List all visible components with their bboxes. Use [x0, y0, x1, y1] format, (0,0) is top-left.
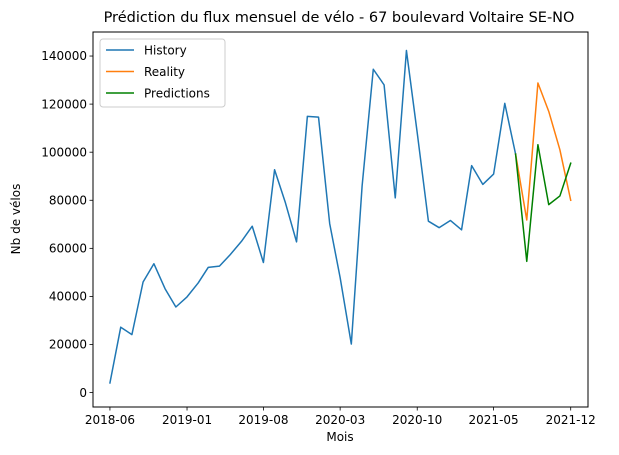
legend-frame: [99, 38, 226, 108]
y-tick-label: 20000: [49, 338, 87, 352]
chart-title: Prédiction du flux mensuel de vélo - 67 …: [104, 10, 575, 26]
x-tick-label: 2020-03: [315, 413, 365, 427]
legend-label-history: History: [144, 43, 187, 57]
y-axis-label: Nb de vélos: [9, 184, 23, 255]
x-tick-label: 2019-01: [162, 413, 212, 427]
y-tick-label: 100000: [41, 145, 87, 159]
y-tick-label: 40000: [49, 290, 87, 304]
y-tick-label: 60000: [49, 242, 87, 256]
y-tick-label: 120000: [41, 97, 87, 111]
y-tick-label: 140000: [41, 49, 87, 63]
x-tick-label: 2018-06: [85, 413, 135, 427]
x-axis-label: Mois: [326, 430, 353, 444]
legend: History Reality Predictions: [99, 38, 226, 108]
legend-label-predictions: Predictions: [144, 86, 210, 100]
legend-label-reality: Reality: [144, 65, 185, 79]
x-tick-label: 2020-10: [392, 413, 442, 427]
series-line-history: [109, 49, 517, 384]
x-axis: 2018-06 2019-01 2019-08 2020-03 2020-10 2021-…: [85, 407, 596, 427]
series-layer: [109, 49, 572, 384]
y-axis: 0 20000 40000 60000 80000 100000 120000 140000: [41, 49, 93, 400]
series-line-predictions: [514, 143, 572, 263]
y-tick-label: 0: [79, 386, 87, 400]
y-tick-label: 80000: [49, 193, 87, 207]
x-tick-label: 2021-12: [546, 413, 596, 427]
x-tick-label: 2021-05: [469, 413, 519, 427]
series-line-reality: [514, 82, 572, 221]
x-tick-label: 2019-08: [238, 413, 288, 427]
